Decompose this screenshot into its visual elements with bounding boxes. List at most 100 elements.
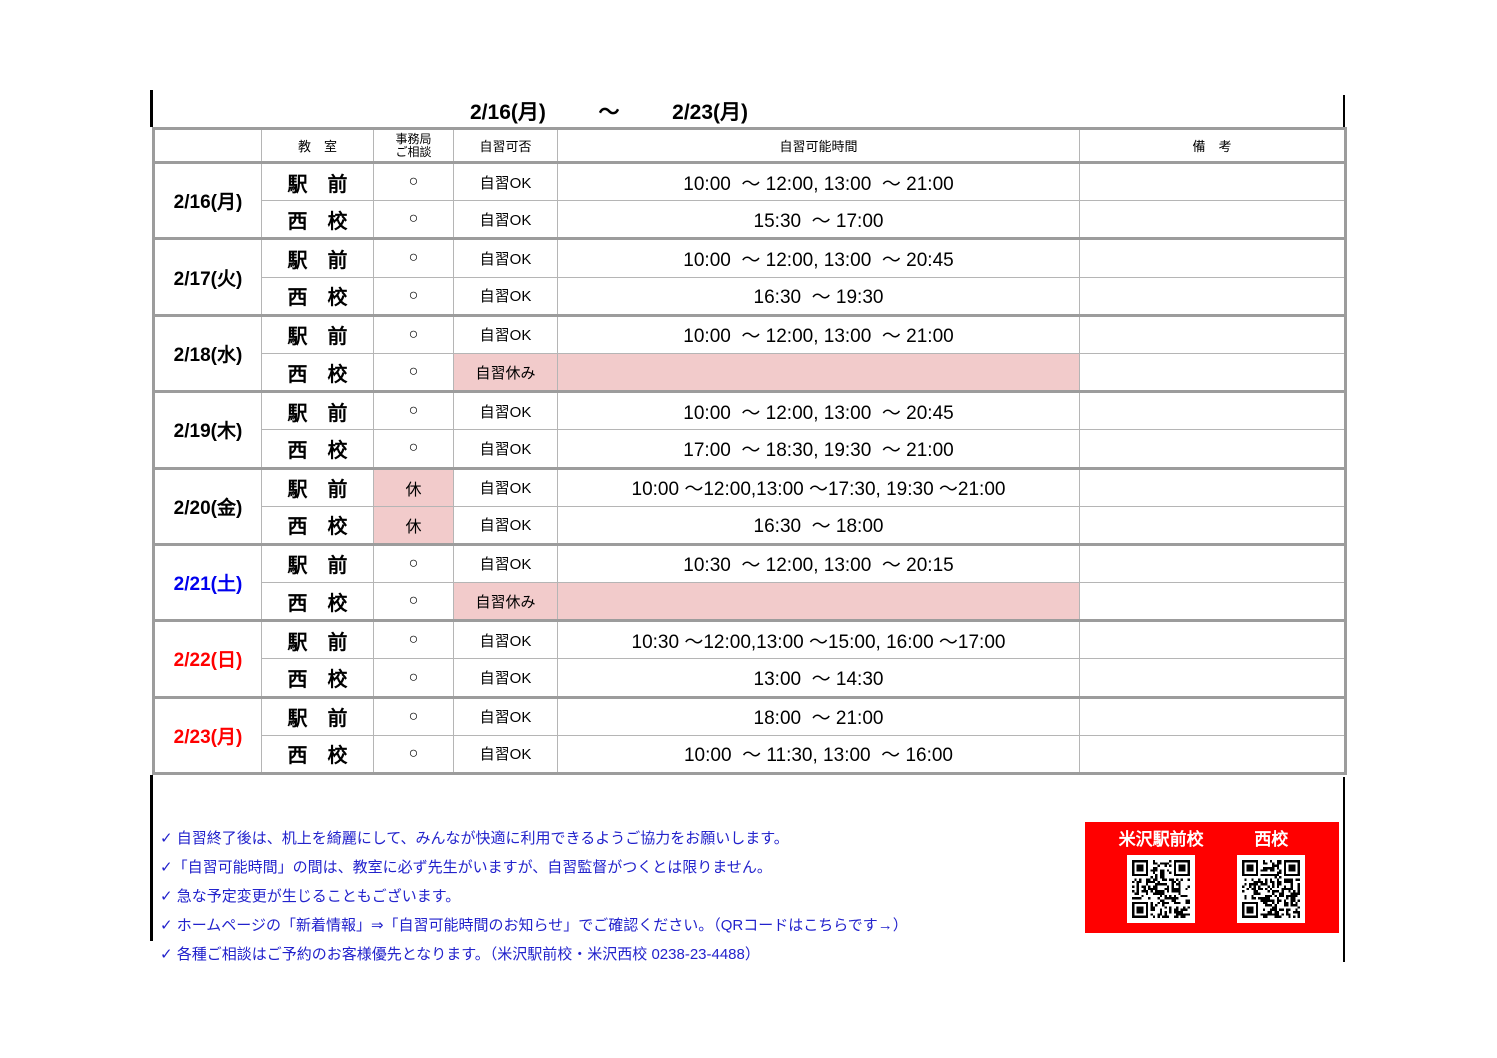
- classroom-cell: 西 校: [261, 582, 374, 622]
- classroom-cell: 西 校: [261, 658, 374, 698]
- qr-column-nishiko: 西校: [1237, 827, 1306, 923]
- classroom-cell: 西 校: [261, 734, 374, 775]
- remarks-cell: [1079, 582, 1346, 622]
- availability-cell: 自習OK: [453, 238, 558, 278]
- qr-label-ekimae: 米沢駅前校: [1118, 830, 1204, 849]
- remarks-cell: [1079, 505, 1346, 545]
- availability-cell: 自習休み: [453, 352, 558, 393]
- qr-code-ekimae: [1127, 855, 1196, 923]
- office-consult-cell: 休: [373, 505, 454, 545]
- availability-cell: 自習OK: [453, 505, 558, 545]
- classroom-cell: 駅 前: [261, 391, 374, 431]
- table-row: 西 校 ○ 自習OK 16:30 ～ 19:30: [154, 276, 1346, 316]
- remarks-cell: [1079, 429, 1346, 469]
- office-consult-cell: ○: [373, 314, 454, 354]
- page-margin-line: [1343, 777, 1345, 962]
- office-consult-cell: ○: [373, 543, 454, 584]
- availability-cell: 自習OK: [453, 658, 558, 698]
- header-date: [153, 128, 262, 164]
- classroom-cell: 西 校: [261, 352, 374, 393]
- classroom-cell: 駅 前: [261, 696, 374, 736]
- remarks-cell: [1079, 314, 1346, 354]
- table-row: 2/16(月) 駅 前 ○ 自習OK 10:00 ～ 12:00, 13:00 …: [153, 161, 1346, 240]
- date-range-title: 2/16(月) ～ 2/23(月): [470, 96, 748, 126]
- hours-cell: 15:30 ～ 17:00: [557, 200, 1080, 240]
- table-row: 2/22(日) 駅 前 ○ 自習OK 10:30 ～12:00,13:00 ～1…: [153, 620, 1346, 698]
- hours-cell: [557, 582, 1080, 622]
- date-cell: 2/17(火): [153, 238, 262, 316]
- date-cell: 2/20(金): [153, 467, 262, 545]
- office-consult-cell: ○: [373, 620, 454, 660]
- hours-cell: 13:00 ～ 14:30: [557, 658, 1080, 698]
- classroom-cell: 駅 前: [261, 543, 374, 584]
- remarks-cell: [1079, 467, 1346, 507]
- qr-code-nishiko: [1237, 855, 1306, 923]
- note-supervision: ✓「自習可能時間」の間は、教室に必ず先生がいますが、自習監督がつくとは限りません…: [160, 859, 772, 876]
- day-group-2-22: 2/22(日) 駅 前 ○ 自習OK 10:30 ～12:00,13:00 ～1…: [153, 620, 1346, 698]
- hours-cell: 10:30 ～ 12:00, 13:00 ～ 20:15: [557, 543, 1080, 584]
- remarks-cell: [1079, 161, 1346, 202]
- availability-cell: 自習OK: [453, 467, 558, 507]
- office-consult-cell: ○: [373, 696, 454, 736]
- date-cell: 2/16(月): [153, 161, 262, 240]
- table-row: 2/20(金) 駅 前 休 自習OK 10:00 ～12:00,13:00 ～1…: [153, 467, 1346, 545]
- header-classroom: 教 室: [261, 128, 374, 164]
- office-consult-cell: ○: [373, 276, 454, 316]
- hours-cell: 10:00 ～12:00,13:00 ～17:30, 19:30 ～21:00: [557, 467, 1080, 507]
- remarks-cell: [1079, 238, 1346, 278]
- table-row: 2/19(木) 駅 前 ○ 自習OK 10:00 ～ 12:00, 13:00 …: [153, 391, 1346, 469]
- table-row: 西 校 ○ 自習OK 17:00 ～ 18:30, 19:30 ～ 21:00: [154, 429, 1346, 469]
- header-remarks: 備 考: [1079, 128, 1346, 164]
- day-group-2-16: 2/16(月) 駅 前 ○ 自習OK 10:00 ～ 12:00, 13:00 …: [153, 161, 1346, 240]
- table-row: 西 校 ○ 自習OK 15:30 ～ 17:00: [154, 200, 1346, 240]
- availability-cell: 自習OK: [453, 276, 558, 316]
- qr-column-ekimae: 米沢駅前校: [1119, 827, 1204, 923]
- table-row: 2/17(火) 駅 前 ○ 自習OK 10:00 ～ 12:00, 13:00 …: [153, 238, 1346, 316]
- remarks-cell: [1079, 276, 1346, 316]
- date-cell: 2/18(水): [153, 314, 262, 393]
- day-group-2-18: 2/18(水) 駅 前 ○ 自習OK 10:00 ～ 12:00, 13:00 …: [153, 314, 1346, 393]
- self-study-schedule-table: 教 室 事務局 ご相談 自習可否 自習可能時間 備 考 2/16(月) 駅 前 …: [152, 127, 1347, 775]
- availability-cell: 自習OK: [453, 314, 558, 354]
- availability-cell: 自習OK: [453, 200, 558, 240]
- office-consult-cell: ○: [373, 352, 454, 393]
- availability-cell: 自習休み: [453, 582, 558, 622]
- date-cell: 2/22(日): [153, 620, 262, 698]
- classroom-cell: 駅 前: [261, 238, 374, 278]
- hours-cell: 10:00 ～ 11:30, 13:00 ～ 16:00: [557, 734, 1080, 775]
- table-row: 西 校 ○ 自習休み: [154, 352, 1346, 393]
- remarks-cell: [1079, 543, 1346, 584]
- classroom-cell: 駅 前: [261, 161, 374, 202]
- day-group-2-19: 2/19(木) 駅 前 ○ 自習OK 10:00 ～ 12:00, 13:00 …: [153, 391, 1346, 469]
- footer-notes: ✓ 自習終了後は、机上を綺麗にして、みんなが快適に利用できるようご協力をお願いし…: [160, 824, 908, 969]
- day-group-2-23: 2/23(月) 駅 前 ○ 自習OK 18:00 ～ 21:00 西 校 ○ 自…: [153, 696, 1346, 775]
- remarks-cell: [1079, 391, 1346, 431]
- hours-cell: 10:00 ～ 12:00, 13:00 ～ 21:00: [557, 161, 1080, 202]
- classroom-cell: 西 校: [261, 200, 374, 240]
- office-consult-cell: ○: [373, 238, 454, 278]
- note-homepage-check: ✓ ホームページの「新着情報」⇒「自習可能時間のお知らせ」でご確認ください。（Q…: [160, 917, 908, 934]
- classroom-cell: 西 校: [261, 276, 374, 316]
- hours-cell: 18:00 ～ 21:00: [557, 696, 1080, 736]
- header-availability: 自習可否: [453, 128, 558, 164]
- hours-cell: 16:30 ～ 19:30: [557, 276, 1080, 316]
- page-margin-line: [150, 90, 153, 127]
- day-group-2-20: 2/20(金) 駅 前 休 自習OK 10:00 ～12:00,13:00 ～1…: [153, 467, 1346, 545]
- office-consult-cell: ○: [373, 200, 454, 240]
- page-margin-line: [1343, 95, 1345, 127]
- table-row: 西 校 ○ 自習OK 13:00 ～ 14:30: [154, 658, 1346, 698]
- office-consult-cell: ○: [373, 391, 454, 431]
- availability-cell: 自習OK: [453, 734, 558, 775]
- hours-cell: 10:30 ～12:00,13:00 ～15:00, 16:00 ～17:00: [557, 620, 1080, 660]
- hours-cell: [557, 352, 1080, 393]
- header-row: 教 室 事務局 ご相談 自習可否 自習可能時間 備 考: [153, 128, 1346, 164]
- day-group-2-17: 2/17(火) 駅 前 ○ 自習OK 10:00 ～ 12:00, 13:00 …: [153, 238, 1346, 316]
- table-row: 2/18(水) 駅 前 ○ 自習OK 10:00 ～ 12:00, 13:00 …: [153, 314, 1346, 393]
- table-row: 西 校 ○ 自習OK 10:00 ～ 11:30, 13:00 ～ 16:00: [154, 734, 1346, 775]
- hours-cell: 10:00 ～ 12:00, 13:00 ～ 20:45: [557, 391, 1080, 431]
- remarks-cell: [1079, 620, 1346, 660]
- office-consult-cell: ○: [373, 658, 454, 698]
- note-phone-consult: ✓ 各種ご相談はご予約のお客様優先となります。（米沢駅前校・米沢西校 0238-…: [160, 946, 760, 963]
- title-to-date: 2/23(月): [672, 101, 748, 124]
